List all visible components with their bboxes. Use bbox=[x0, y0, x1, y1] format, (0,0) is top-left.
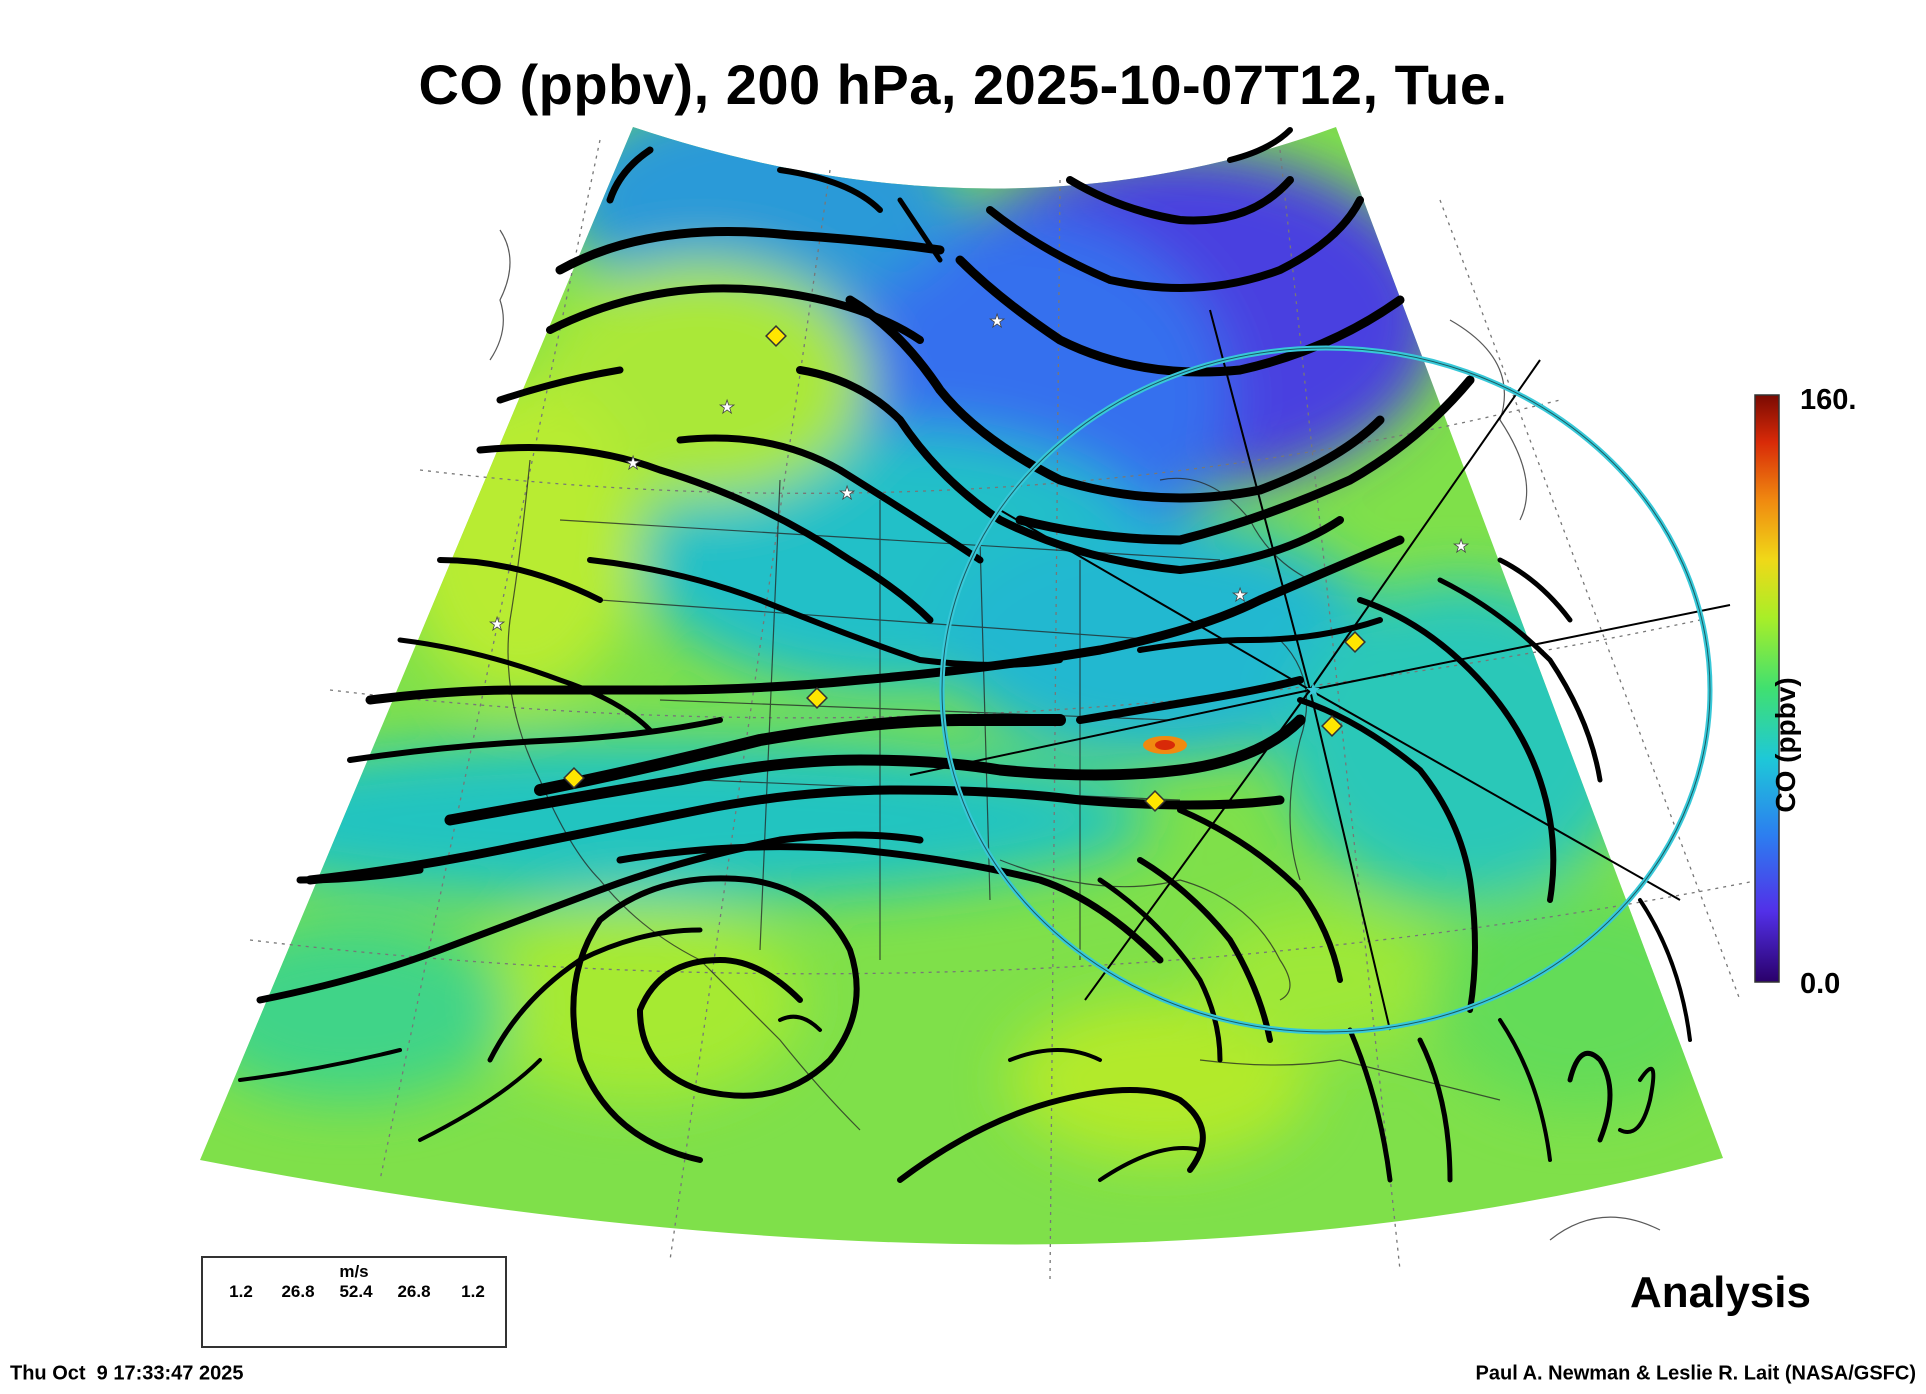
center-star-marker: ★ bbox=[1305, 680, 1321, 700]
svg-text:★: ★ bbox=[1232, 585, 1248, 605]
svg-text:★: ★ bbox=[719, 397, 735, 417]
range-circle-outline bbox=[941, 347, 1711, 1033]
wind-legend-value: 26.8 bbox=[281, 1282, 315, 1301]
wind-legend-value: 52.4 bbox=[339, 1282, 373, 1301]
svg-text:★: ★ bbox=[625, 453, 641, 473]
diamond-markers bbox=[563, 325, 1366, 812]
svg-text:★: ★ bbox=[989, 311, 1005, 331]
wind-streamlines bbox=[238, 127, 1692, 1183]
flight-tracks bbox=[909, 309, 1731, 1031]
wind-legend-unit: m/s bbox=[339, 1262, 369, 1281]
colorbar-title: CO (ppbv) bbox=[1770, 677, 1801, 813]
colorbar bbox=[1754, 394, 1780, 983]
map-title: CO (ppbv), 200 hPa, 2025-10-07T12, Tue. bbox=[418, 53, 1508, 116]
colorbar-min-label: 0.0 bbox=[1800, 968, 1841, 1000]
svg-text:★: ★ bbox=[489, 614, 505, 634]
wind-legend-value: 1.2 bbox=[461, 1282, 485, 1301]
colorbar-max-label: 160. bbox=[1800, 384, 1857, 416]
footer-credit: Paul A. Newman & Leslie R. Lait (NASA/GS… bbox=[1475, 1362, 1916, 1385]
svg-text:★: ★ bbox=[839, 483, 855, 503]
star-markers: ★ ★ ★ ★ ★ ★ ★ bbox=[489, 311, 1470, 635]
graticule bbox=[249, 139, 1761, 1281]
footer-timestamp: Thu Oct 9 17:33:47 2025 bbox=[10, 1362, 244, 1385]
wind-legend: m/s 1.2 26.8 52.4 26.8 1.2 bbox=[201, 1256, 507, 1348]
wind-legend-value: 26.8 bbox=[397, 1282, 431, 1301]
wind-legend-value: 1.2 bbox=[229, 1282, 253, 1301]
svg-text:★: ★ bbox=[1453, 536, 1469, 556]
analysis-label: Analysis bbox=[1630, 1268, 1811, 1317]
